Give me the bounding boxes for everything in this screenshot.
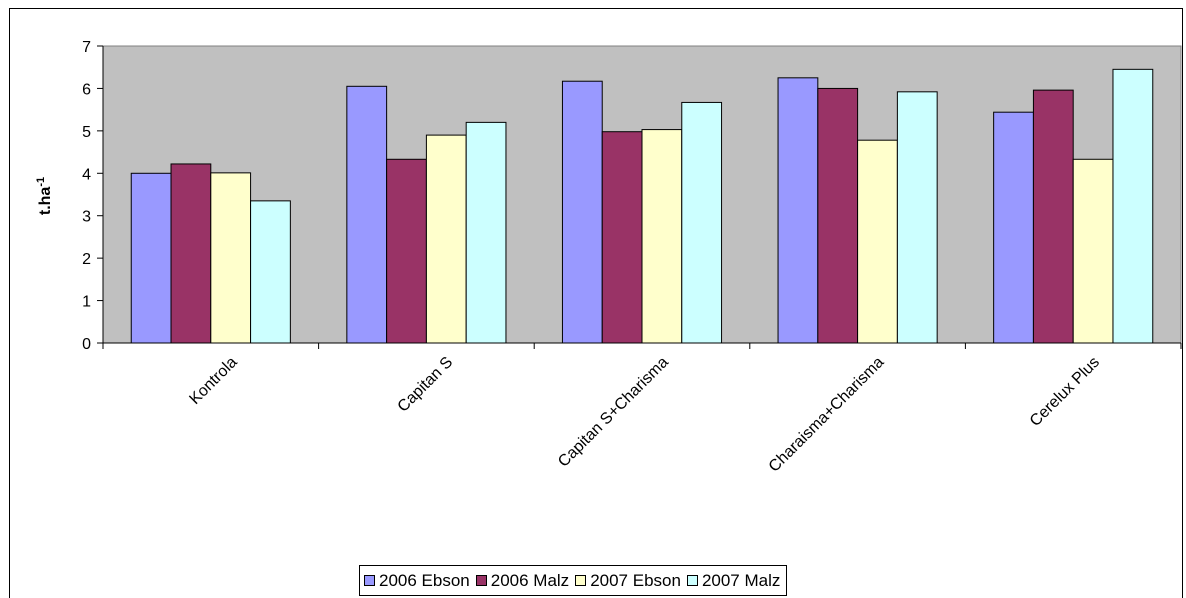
bar — [896, 91, 938, 344]
legend-label: 2007 Ebson — [590, 570, 681, 590]
bar — [170, 163, 212, 344]
bar — [1032, 89, 1074, 344]
legend-label: 2006 Ebson — [379, 570, 470, 590]
bar — [425, 134, 467, 344]
legend-item: 2007 Ebson — [575, 571, 681, 591]
legend-swatch — [575, 575, 587, 586]
y-tick-label: 2 — [82, 251, 91, 268]
bar — [1112, 68, 1154, 344]
legend-label: 2007 Malz — [701, 570, 781, 590]
y-axis-title-text: t.ha — [37, 187, 54, 216]
bar — [817, 87, 859, 344]
legend-item: 2006 Malz — [475, 570, 570, 591]
y-tick-label: 1 — [82, 294, 91, 311]
bar — [601, 131, 643, 344]
legend-item: 2006 Ebson — [364, 571, 470, 591]
bar — [777, 77, 819, 344]
x-tick-label: Capitan S — [395, 354, 457, 416]
x-tick-label: Kontrola — [186, 354, 240, 408]
bar — [993, 111, 1034, 344]
bar — [681, 101, 723, 344]
y-tick-label: 7 — [82, 39, 91, 56]
y-axis-title-superscript: -1 — [35, 177, 47, 187]
bar — [130, 172, 172, 344]
legend-swatch — [475, 575, 487, 586]
x-tick-label: Capitan S+Charisma — [555, 354, 672, 471]
bar — [210, 172, 252, 344]
bar — [250, 200, 291, 344]
y-tick-label: 0 — [82, 336, 91, 353]
x-tick-label: Charaisma+Charisma — [766, 354, 888, 476]
x-tick-label: Cerelux Plus — [1027, 354, 1103, 430]
y-axis: 0 1 2 3 4 5 6 7 — [82, 39, 104, 353]
bar — [1072, 158, 1114, 344]
bar — [465, 121, 507, 344]
legend: 2006 Ebson 2006 Malz 2007 Ebson 2007 Malz — [359, 565, 788, 596]
y-tick-label: 6 — [82, 81, 91, 98]
x-axis: Kontrola Capitan S Capitan S+Charisma Chara… — [102, 342, 1182, 476]
bar — [386, 158, 427, 344]
legend-swatch — [364, 575, 375, 586]
bar — [641, 129, 683, 344]
y-tick-label: 4 — [82, 166, 91, 183]
bar — [561, 80, 603, 344]
y-tick-label: 3 — [82, 209, 91, 226]
y-tick-label: 5 — [82, 124, 91, 141]
legend-swatch — [686, 575, 698, 586]
legend-label: 2006 Malz — [490, 570, 570, 590]
bar — [857, 139, 898, 344]
bar — [346, 85, 388, 344]
y-axis-title: t.ha-1 — [35, 177, 54, 215]
bars — [130, 68, 1154, 344]
legend-item: 2007 Malz — [686, 570, 781, 591]
